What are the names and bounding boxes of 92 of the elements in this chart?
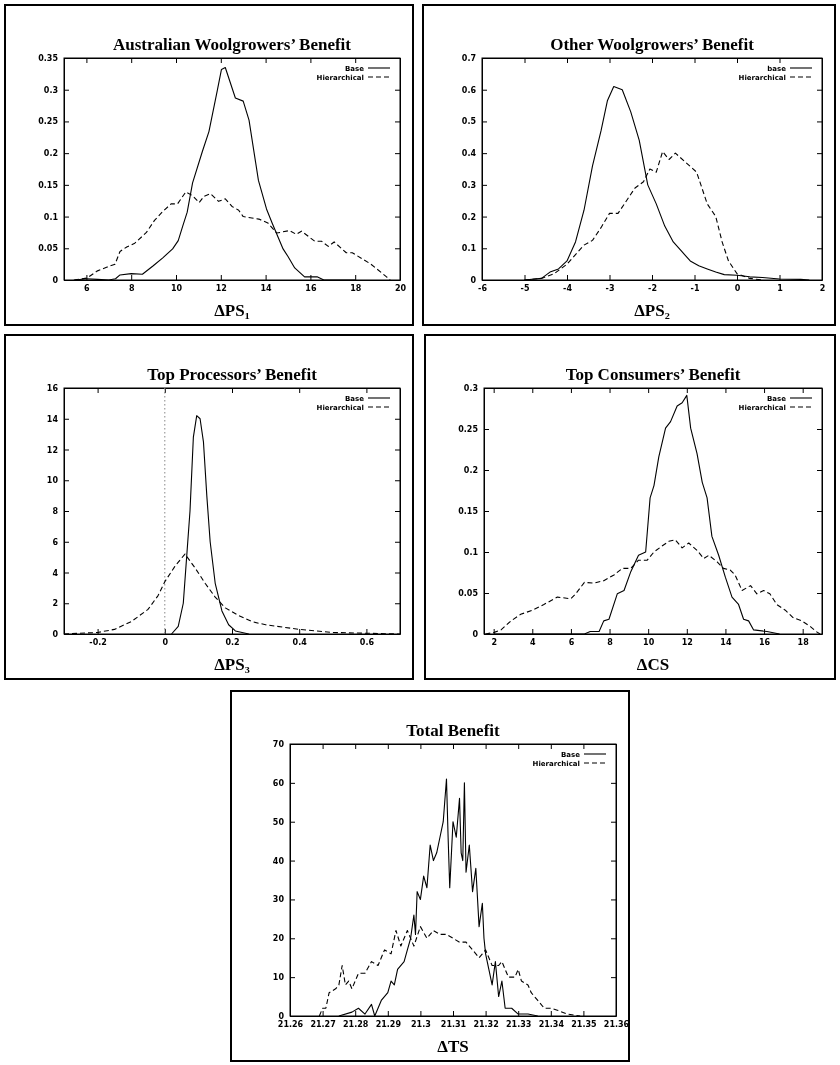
y-tick-label: 0.15 [38, 180, 59, 190]
y-tick-label: 10 [46, 476, 59, 486]
x-tick-label: 12 [215, 283, 227, 293]
y-tick-label: 30 [272, 895, 285, 905]
y-tick-label: 0.3 [461, 180, 476, 190]
x-tick-label: 18 [797, 637, 810, 647]
x-tick-label: 4 [530, 637, 536, 647]
x-tick-label: 21.32 [473, 1019, 499, 1029]
x-tick-label: 0 [162, 637, 169, 647]
y-tick-label: 0 [470, 276, 477, 286]
y-tick-label: 0 [52, 630, 59, 640]
x-tick-label: 2 [819, 283, 826, 293]
x-tick-label: -3 [605, 283, 615, 293]
x-tick-label: 21.35 [571, 1019, 597, 1029]
x-axis-title: ΔCS [636, 655, 670, 674]
x-tick-label: 21.31 [440, 1019, 467, 1029]
y-tick-label: 10 [272, 973, 285, 983]
x-tick-label: -1 [690, 283, 700, 293]
x-tick-label: 0.2 [225, 637, 240, 647]
y-tick-label: 0.5 [461, 117, 477, 127]
x-axis-title: ΔPS₃ [214, 655, 250, 674]
chart-title: Top Processors’ Benefit [147, 365, 318, 384]
chart-title: Australian Woolgrowers’ Benefit [113, 35, 352, 54]
x-tick-label: 0.6 [359, 637, 375, 647]
y-tick-label: 0.35 [38, 54, 59, 64]
x-axis-title: ΔPS₁ [214, 301, 250, 320]
y-tick-label: 2 [52, 599, 58, 609]
x-tick-label: 2 [491, 637, 497, 647]
x-tick-label: 10 [170, 283, 183, 293]
y-tick-label: 0.6 [461, 85, 477, 95]
y-tick-label: 20 [272, 934, 285, 944]
y-tick-label: 50 [272, 817, 285, 827]
y-tick-label: 12 [46, 445, 58, 455]
y-tick-label: 70 [272, 740, 285, 750]
x-tick-label: 21.26 [277, 1019, 304, 1029]
x-tick-label: 12 [681, 637, 693, 647]
y-tick-label: 0.05 [38, 244, 59, 254]
y-tick-label: 0.3 [463, 384, 478, 394]
y-tick-label: 14 [46, 414, 59, 424]
y-tick-label: 0.2 [463, 466, 478, 476]
y-tick-label: 16 [46, 384, 59, 394]
y-tick-label: 0.1 [43, 212, 59, 222]
x-tick-label: -6 [478, 283, 488, 293]
x-tick-label: 18 [350, 283, 362, 293]
x-tick-label: -0.2 [89, 637, 107, 647]
y-tick-label: 0.15 [458, 507, 479, 517]
x-tick-label: 0.4 [292, 637, 308, 647]
x-tick-label: 6 [84, 283, 91, 293]
x-axis-title: ΔTS [437, 1037, 469, 1056]
y-tick-label: 6 [52, 537, 59, 547]
x-tick-label: 21.27 [310, 1019, 336, 1029]
x-tick-label: 8 [607, 637, 614, 647]
y-tick-label: 0.05 [458, 589, 479, 599]
x-tick-label: 16 [305, 283, 317, 293]
y-tick-label: 0.2 [461, 212, 476, 222]
x-tick-label: 14 [260, 283, 273, 293]
y-tick-label: 0.7 [461, 54, 476, 64]
x-tick-label: 14 [720, 637, 732, 647]
x-tick-label: 21.33 [506, 1019, 532, 1029]
chart-title: Other Woolgrowers’ Benefit [550, 35, 755, 54]
x-tick-label: 21.28 [343, 1019, 369, 1029]
x-axis-title: ΔPS₂ [634, 301, 670, 320]
x-tick-label: -4 [563, 283, 573, 293]
x-tick-label: 21.29 [375, 1019, 402, 1029]
x-tick-label: -5 [520, 283, 530, 293]
x-tick-label: 21.34 [538, 1019, 565, 1029]
y-tick-label: 0.2 [43, 149, 58, 159]
y-tick-label: 60 [272, 778, 285, 788]
y-tick-label: 0.25 [458, 425, 479, 435]
y-tick-label: 0.4 [461, 149, 477, 159]
y-tick-label: 4 [52, 568, 59, 578]
y-tick-label: 0 [278, 1012, 285, 1022]
chart-title: Total Benefit [406, 721, 501, 740]
x-tick-label: 8 [128, 283, 135, 293]
x-tick-label: 21.36 [603, 1019, 630, 1029]
x-tick-label: 21.3 [411, 1019, 431, 1029]
y-tick-label: 0.1 [461, 244, 477, 254]
x-tick-label: -2 [648, 283, 657, 293]
y-tick-label: 8 [52, 507, 59, 517]
y-tick-label: 40 [272, 856, 285, 866]
chart-title: Top Consumers’ Benefit [565, 365, 741, 384]
y-tick-label: 0 [52, 276, 59, 286]
x-tick-label: 1 [777, 283, 784, 293]
y-tick-label: 0.1 [463, 548, 479, 558]
x-tick-label: 0 [734, 283, 741, 293]
y-tick-label: 0.25 [38, 117, 59, 127]
x-tick-label: 20 [394, 283, 407, 293]
x-tick-label: 16 [758, 637, 771, 647]
x-tick-label: 10 [643, 637, 655, 647]
x-tick-label: 6 [568, 637, 575, 647]
y-tick-label: 0 [472, 630, 479, 640]
y-tick-label: 0.3 [43, 85, 58, 95]
